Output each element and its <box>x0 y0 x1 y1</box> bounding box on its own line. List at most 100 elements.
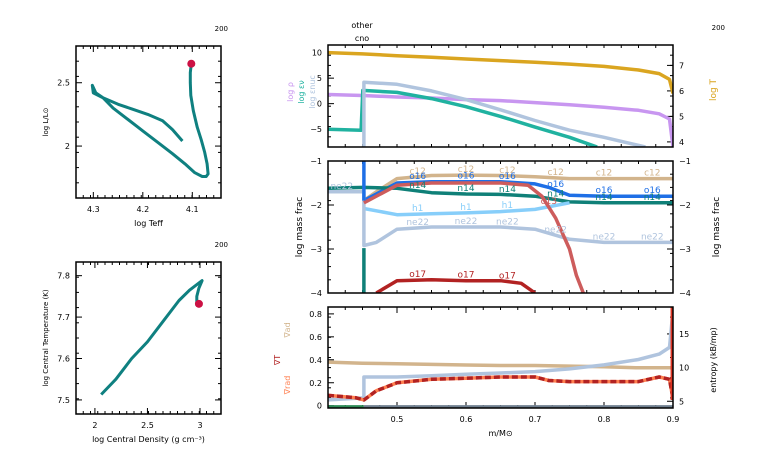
y2-tick-label: −2 <box>679 201 691 210</box>
series-label-c13: c13 <box>541 197 557 207</box>
series-log-T <box>328 50 673 94</box>
x-tick-label: 4.1 <box>186 205 199 214</box>
series-label-o16: o16 <box>458 172 475 182</box>
series-ne22 <box>328 190 673 248</box>
series-label-n14: n14 <box>499 185 516 195</box>
hr-frame <box>75 45 222 199</box>
top-label-other: other <box>351 21 373 30</box>
series-c12 <box>362 173 673 203</box>
y-tick-label: 7.8 <box>57 272 70 281</box>
series-log-rho <box>328 92 673 147</box>
y-tick-label: 10 <box>312 49 322 58</box>
rhoT-frame <box>75 261 222 415</box>
series-label-c12: c12 <box>458 165 474 175</box>
series-group <box>90 63 210 178</box>
y-tick-label: 7.5 <box>57 396 70 405</box>
chart-rhoT: 2 2.5 3 7.5 7.6 7.7 7.8 200 log Central Density … <box>42 241 228 444</box>
series-label-o17: o17 <box>409 270 426 280</box>
series-entropy <box>328 310 673 402</box>
series-label-c12: c12 <box>499 166 515 176</box>
series-label-o16: o16 <box>596 186 613 196</box>
left-legend-label: log ρ <box>286 82 295 102</box>
series-group <box>328 50 673 147</box>
x-axis-label: m/M⊙ <box>488 429 512 438</box>
series-label-o16: o16 <box>547 180 564 190</box>
x-tick-label: 3 <box>197 421 202 430</box>
series-c13 <box>363 181 585 293</box>
y2-tick-label: −4 <box>679 289 691 298</box>
series-label-ne22: ne22 <box>593 232 616 242</box>
series-label-ne22: ne22 <box>496 217 519 227</box>
profile-top-frame <box>327 44 674 148</box>
x-tick-label: 4.2 <box>136 205 149 214</box>
y-tick-label: −5 <box>310 125 322 134</box>
series-label-c12: c12 <box>596 169 612 179</box>
series-label-ne22: ne22 <box>641 232 664 242</box>
y2-tick-label: 6 <box>679 87 684 96</box>
series-n14 <box>328 185 673 205</box>
series-label-o17: o17 <box>499 272 516 282</box>
y-tick-label: 0.8 <box>309 310 322 319</box>
y-tick-label: 0 <box>317 100 322 109</box>
series-label-h1: h1 <box>412 204 423 214</box>
x-tick-label: 2.5 <box>141 421 154 430</box>
y2-tick-label: 5 <box>679 112 684 121</box>
profile-mid-frame <box>327 160 674 294</box>
x-axis-label: log Central Density (g cm⁻³) <box>92 435 205 444</box>
y-tick-label: 7.6 <box>57 355 70 364</box>
series-track <box>90 63 210 178</box>
series-label-o16: o16 <box>409 172 426 182</box>
y-tick-label: 2.5 <box>57 79 70 88</box>
y2-tick-label: 5 <box>679 397 684 406</box>
y-axis-label: log Central Temperature (K) <box>42 289 50 386</box>
series-label-n14: n14 <box>409 181 426 191</box>
y-tick-label: 0.2 <box>309 379 322 388</box>
current-model-marker <box>187 59 196 68</box>
y2-tick-label: 10 <box>679 364 689 373</box>
left-legend-label: ∇ad <box>283 322 292 338</box>
model-number: 200 <box>215 25 228 33</box>
y-axis-label: log mass frac <box>295 197 305 257</box>
y2-tick-label: −1 <box>679 157 691 166</box>
series-h1 <box>363 201 570 217</box>
x-axis-label: log Teff <box>134 219 163 228</box>
y-tick-label: 2 <box>65 142 70 151</box>
x-tick-label: 0.6 <box>460 415 473 424</box>
left-legend-label: log εnuc <box>308 75 317 109</box>
series-label-n14: n14 <box>457 184 474 194</box>
series-label-h1: h1 <box>502 201 513 211</box>
y-tick-label: 0.6 <box>309 333 322 342</box>
model-number: 200 <box>215 241 228 249</box>
x-tick-label: 0.7 <box>529 415 542 424</box>
y-tick-label: 0.4 <box>309 356 322 365</box>
y-tick-label: 0 <box>317 402 322 411</box>
series-grad_T <box>328 375 673 402</box>
x-tick-label: 0.5 <box>391 415 404 424</box>
series-track <box>100 279 204 396</box>
x-tick-label: 0.8 <box>598 415 611 424</box>
chart-profile-top: −5 0 5 10 4 5 6 7 200 other cno log ρ log εν log εnuc… <box>286 21 725 148</box>
left-legend-label: log εν <box>297 80 306 104</box>
series-label-ne22: ne22 <box>544 225 567 235</box>
y2-axis-label: log mass frac <box>712 197 722 257</box>
series-label-o16: o16 <box>644 186 661 196</box>
y-tick-label: −1 <box>310 157 322 166</box>
series-group <box>328 161 673 293</box>
profile-bot-frame <box>327 306 674 409</box>
x-tick-label: 2 <box>92 421 97 430</box>
series-group <box>328 307 673 408</box>
y-tick-label: −3 <box>310 245 322 254</box>
series-label-c12: c12 <box>644 169 660 179</box>
y-tick-label: 7.7 <box>57 313 70 322</box>
series-label-c12: c12 <box>547 168 563 178</box>
series-label-n14: n14 <box>547 190 564 200</box>
y-tick-label: −2 <box>310 201 322 210</box>
chart-profile-bot: 0.5 0.6 0.7 0.8 0.9 0 0.2 0.4 0.6 0.8 5 10 15 m/M⊙ ∇ad… <box>273 306 718 438</box>
series-group <box>100 279 204 396</box>
y2-tick-label: 7 <box>679 61 684 70</box>
series-label-h1: h1 <box>460 203 471 213</box>
y2-tick-label: −3 <box>679 245 691 254</box>
x-tick-label: 0.9 <box>667 415 680 424</box>
